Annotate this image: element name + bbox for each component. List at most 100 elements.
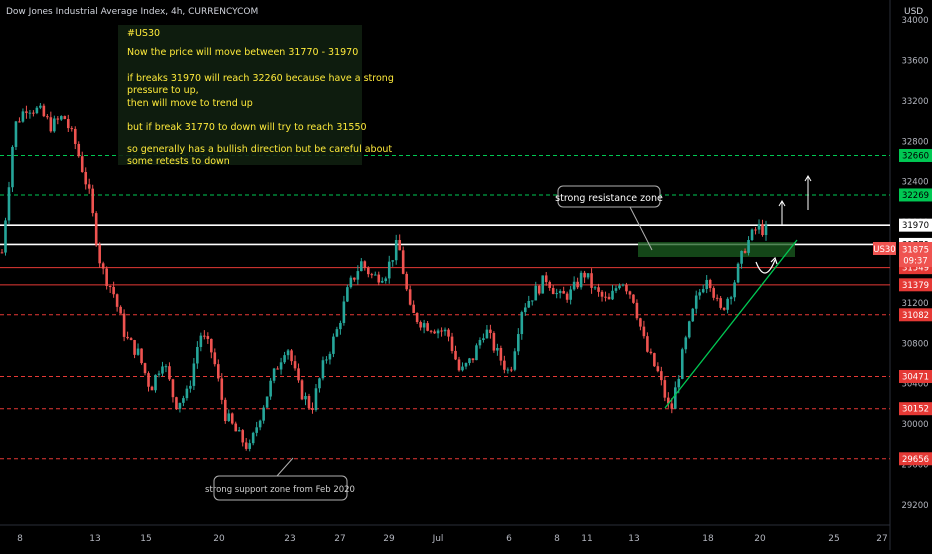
candle-body <box>653 353 656 367</box>
x-tick-label: 20 <box>754 534 766 544</box>
candle <box>482 333 485 343</box>
candle <box>101 261 105 275</box>
candle <box>56 116 60 125</box>
candle-body <box>743 250 747 253</box>
candle <box>25 105 28 119</box>
candle <box>307 393 311 410</box>
candle <box>747 236 750 256</box>
candle <box>415 312 419 324</box>
candle-body <box>583 272 586 278</box>
candle <box>342 295 346 326</box>
candle-body <box>537 285 541 294</box>
candle <box>349 275 353 289</box>
trend-line[interactable] <box>664 239 798 409</box>
candle <box>7 181 11 225</box>
candle-body <box>471 358 475 361</box>
resistance-callout-box[interactable] <box>557 185 661 208</box>
candle-body <box>283 355 286 363</box>
level-badge-31379 <box>899 278 932 292</box>
candle-body <box>269 380 272 397</box>
candle-body <box>530 300 534 302</box>
candle-body <box>307 395 311 409</box>
candle-body <box>154 374 157 391</box>
candle <box>757 219 761 234</box>
candle-body <box>443 329 447 332</box>
currency-label: USD <box>904 7 923 17</box>
candle <box>729 295 733 305</box>
candle <box>691 307 695 323</box>
level-badge-text-30471: 30471 <box>902 372 929 382</box>
candle <box>286 349 290 360</box>
candle <box>558 289 562 299</box>
candle-body <box>667 397 670 404</box>
candle-body <box>544 275 548 283</box>
candle <box>164 364 168 373</box>
level-badge-text-31082: 31082 <box>902 311 929 321</box>
x-tick-label: 20 <box>213 534 225 544</box>
candle-body <box>639 318 642 327</box>
candle-body <box>597 287 600 292</box>
candle <box>60 115 63 121</box>
candle-body <box>419 321 422 328</box>
candle-body <box>227 413 231 422</box>
candle-body <box>478 340 482 346</box>
time-axis[interactable]: 8 13 15 20 23 27 29 Jul 6 8 11 13 18 20 25 27 <box>17 534 888 544</box>
candle <box>586 273 590 280</box>
candle-body <box>360 261 363 272</box>
candle <box>318 377 321 393</box>
candle <box>0 249 4 254</box>
candle-body <box>482 338 485 341</box>
candle-body <box>576 281 579 288</box>
retest-arrow[interactable] <box>755 259 776 274</box>
candle-body <box>133 340 136 355</box>
candle <box>84 167 88 190</box>
candle-body <box>408 289 412 305</box>
candle-body <box>513 351 517 370</box>
level-badge-text-31970: 31970 <box>902 221 929 231</box>
y-tick-label: 29600 <box>901 460 928 470</box>
candle <box>210 338 213 359</box>
candle-body <box>701 289 705 293</box>
candle <box>719 296 722 310</box>
candle-body <box>614 288 618 291</box>
x-tick-label: 8 <box>17 534 23 544</box>
candle <box>339 320 342 335</box>
candle-body <box>206 336 210 339</box>
candle-body <box>255 427 258 433</box>
candle-body <box>677 378 681 388</box>
candle-body <box>192 363 196 386</box>
candle <box>597 283 600 297</box>
candle-body <box>656 366 660 372</box>
candle <box>63 115 67 120</box>
support-callout-box[interactable] <box>213 475 348 501</box>
candle <box>489 324 492 339</box>
candle <box>258 419 262 431</box>
candle-body <box>684 337 688 350</box>
candle <box>471 358 475 363</box>
candle-body <box>0 252 4 254</box>
candle-body <box>66 119 70 129</box>
candle <box>726 297 729 314</box>
retest-arrow-head <box>770 256 778 265</box>
candle-body <box>220 378 224 400</box>
analysis-note-box[interactable] <box>118 25 362 165</box>
candle <box>454 345 457 361</box>
candle-body <box>91 188 95 214</box>
candle-body <box>520 312 524 335</box>
candle <box>314 383 318 412</box>
candle <box>722 307 726 311</box>
candle <box>262 405 265 424</box>
x-tick-label: 29 <box>383 534 395 544</box>
resistance-zone[interactable] <box>638 242 795 257</box>
candle-body <box>429 330 433 332</box>
candle-body <box>485 329 489 339</box>
candle-body <box>279 362 283 370</box>
current-price-text: 31875 <box>902 246 929 256</box>
candle-body <box>94 213 98 245</box>
candle-body <box>440 330 443 332</box>
candle <box>213 348 217 367</box>
candle-body <box>558 291 562 294</box>
candle-body <box>450 336 454 351</box>
candle <box>530 300 534 306</box>
